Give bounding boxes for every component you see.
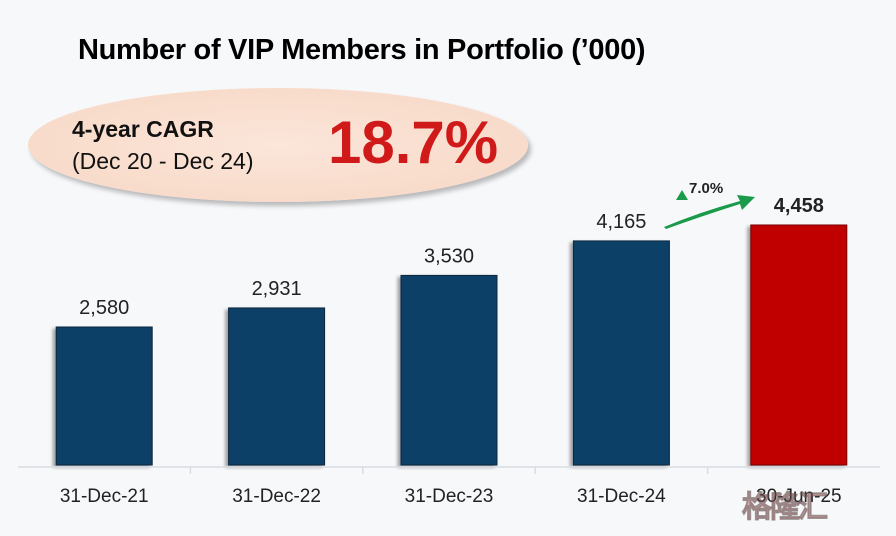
watermark: 格隆汇 bbox=[742, 491, 829, 525]
category-label: 31-Dec-23 bbox=[405, 486, 494, 507]
category-label: 31-Dec-22 bbox=[232, 486, 321, 507]
bar-31-Dec-21 bbox=[55, 326, 153, 466]
bar-31-Dec-24 bbox=[572, 240, 670, 466]
data-label: 2,580 bbox=[79, 297, 129, 319]
category-label: 31-Dec-24 bbox=[577, 486, 666, 507]
bar-31-Dec-22 bbox=[228, 307, 326, 466]
data-label: 4,458 bbox=[774, 195, 824, 217]
data-label: 2,931 bbox=[252, 278, 302, 300]
growth-arrow-icon bbox=[664, 195, 755, 229]
data-label: 3,530 bbox=[424, 245, 474, 267]
category-label: 30-Jun-25 bbox=[756, 486, 842, 507]
cagr-label: 4-year CAGR bbox=[72, 116, 214, 142]
cagr-range: (Dec 20 - Dec 24) bbox=[72, 148, 254, 174]
data-label: 4,165 bbox=[596, 211, 646, 233]
up-triangle-icon bbox=[676, 190, 688, 200]
bar-31-Dec-23 bbox=[400, 274, 498, 466]
cagr-value: 18.7% bbox=[328, 109, 499, 176]
growth-label: 7.0% bbox=[689, 180, 723, 197]
category-label: 31-Dec-21 bbox=[60, 486, 149, 507]
chart-title: Number of VIP Members in Portfolio (’000… bbox=[78, 34, 646, 66]
bar-30-Jun-25 bbox=[750, 224, 848, 466]
cagr-callout bbox=[28, 88, 528, 202]
